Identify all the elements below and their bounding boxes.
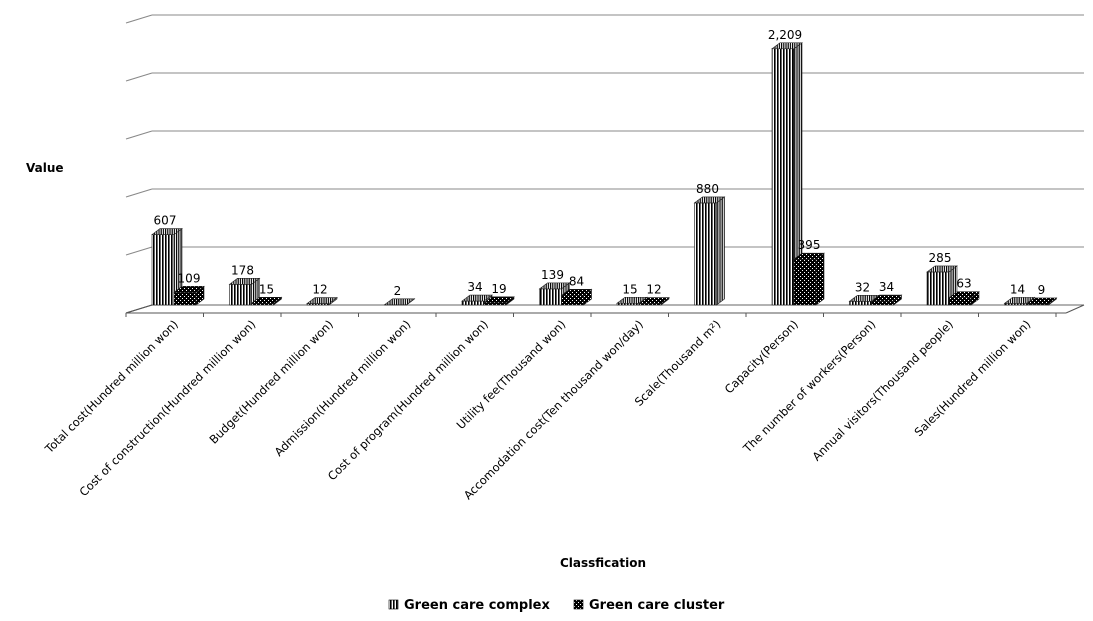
x-tick-label: Budget(Hundred million won): [206, 317, 335, 446]
x-axis-title: Classfication: [560, 556, 646, 570]
bar-cluster: [870, 294, 903, 306]
bar-complex: [383, 298, 416, 306]
x-tick-label: Capacity(Person): [722, 317, 801, 396]
bar-cluster: [250, 296, 283, 306]
data-label-complex: 139: [541, 268, 564, 282]
legend-swatch-complex: [388, 599, 399, 610]
data-label-complex: 880: [696, 182, 719, 196]
bar-complex: [926, 265, 958, 306]
x-tick-label: The number of workers(Person): [740, 317, 879, 456]
legend-item-cluster: Green care cluster: [573, 598, 725, 613]
data-label-complex: 15: [622, 282, 637, 296]
bar-complex: [306, 297, 338, 306]
data-label-complex: 32: [855, 280, 870, 294]
data-label-complex: 178: [231, 263, 254, 277]
bar-cluster: [793, 252, 825, 306]
gridline-diagonal: [125, 246, 153, 256]
data-label-cluster: 34: [879, 280, 894, 294]
x-tick-labels: Total cost(Hundred million won)Cost of c…: [42, 317, 1034, 502]
bars: [151, 42, 1058, 306]
data-label-cluster: 15: [259, 282, 274, 296]
bar-cluster: [1025, 297, 1058, 306]
data-label-complex: 607: [154, 214, 177, 228]
gridline-diagonal: [125, 304, 153, 314]
data-label-complex: 34: [467, 280, 482, 294]
data-label-complex: 2: [394, 284, 402, 298]
y-axis-title: Value: [26, 161, 64, 175]
x-tick-label: Annual visitors(Thousand people): [810, 317, 956, 463]
data-label-cluster: 12: [646, 283, 661, 297]
data-label-cluster: 9: [1038, 283, 1046, 297]
legend: Green care complex Green care cluster: [388, 598, 725, 613]
data-label-cluster: 19: [491, 282, 506, 296]
x-tick-label: Accomodation cost(Ten thousand won/day): [461, 317, 646, 502]
legend-label-complex: Green care complex: [404, 598, 550, 613]
data-label-cluster: 63: [956, 277, 971, 291]
legend-swatch-cluster: [573, 599, 584, 610]
x-tick-label: Admission(Hundred million won): [272, 317, 414, 459]
data-label-cluster: 84: [569, 274, 584, 288]
data-label-complex: 12: [312, 283, 327, 297]
bar-complex: [151, 227, 183, 306]
gridline-diagonal: [125, 14, 153, 24]
data-label-complex: 2,209: [768, 28, 802, 42]
gridline-diagonal: [125, 130, 153, 140]
bar-complex: [693, 196, 726, 306]
bar-cluster: [638, 297, 670, 306]
bar-cluster: [560, 288, 593, 306]
legend-item-complex: Green care complex: [388, 598, 550, 613]
bar-cluster: [948, 291, 980, 306]
bar-cluster: [483, 296, 515, 306]
x-tick-label: Cost of construction(Hundred million won…: [77, 317, 259, 499]
axis-floor-right: [1065, 304, 1085, 314]
bar-complex: [771, 42, 803, 306]
data-label-complex: 285: [929, 251, 952, 265]
x-tick-label: Scale(Thousand m²): [632, 317, 724, 409]
data-label-complex: 14: [1010, 282, 1025, 296]
legend-label-cluster: Green care cluster: [589, 598, 725, 613]
gridline-diagonal: [125, 72, 153, 82]
data-label-cluster: 395: [798, 238, 821, 252]
bar-cluster: [173, 285, 205, 306]
x-tick-label: Total cost(Hundred million won): [42, 317, 181, 456]
gridline-diagonal: [125, 188, 153, 198]
data-label-cluster: 109: [178, 271, 201, 285]
data-labels: 607 109 178 15 12 2 34 19 139 84 15 12 880 2,209 395 32…: [154, 28, 1046, 298]
x-tick-label: Cost of program(Hundred million won): [325, 317, 491, 483]
